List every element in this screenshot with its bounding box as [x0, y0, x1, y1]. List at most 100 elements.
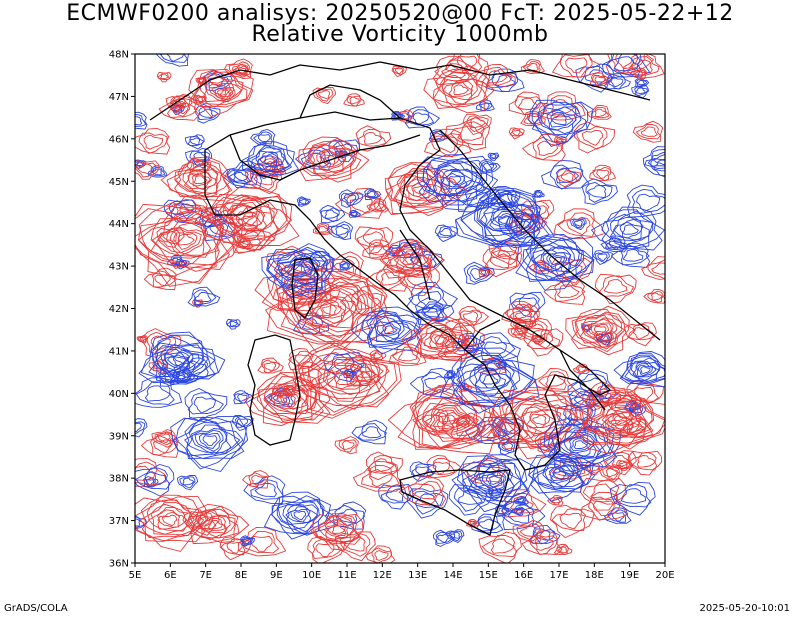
- negative-vorticity-contour: [366, 191, 377, 198]
- positive-vorticity-contour: [589, 164, 617, 182]
- positive-vorticity-contour: [320, 301, 342, 319]
- negative-vorticity-contour: [266, 246, 329, 294]
- negative-vorticity-contour: [468, 462, 522, 495]
- negative-vorticity-contour: [327, 353, 363, 375]
- positive-vorticity-contour: [191, 173, 211, 187]
- positive-vorticity-contour: [393, 250, 423, 269]
- negative-vorticity-contour: [635, 87, 646, 94]
- positive-vorticity-contour: [311, 144, 355, 174]
- negative-vorticity-contour: [542, 252, 568, 271]
- positive-vorticity-contour: [193, 175, 208, 185]
- negative-vorticity-contour: [631, 188, 665, 214]
- positive-vorticity-contour: [225, 204, 275, 240]
- positive-vorticity-contour: [587, 322, 612, 340]
- positive-vorticity-contour: [491, 389, 589, 459]
- positive-vorticity-contour: [310, 356, 381, 400]
- positive-vorticity-contour: [508, 127, 525, 140]
- positive-vorticity-contour: [177, 233, 196, 246]
- positive-vorticity-contour: [389, 246, 431, 272]
- negative-vorticity-contour: [155, 344, 205, 380]
- positive-vorticity-contour: [315, 224, 331, 234]
- negative-vorticity-contour: [613, 350, 665, 388]
- negative-vorticity-contour: [464, 188, 489, 206]
- positive-vorticity-contour: [257, 357, 284, 374]
- positive-vorticity-contour: [237, 526, 287, 557]
- negative-vorticity-contour: [456, 359, 515, 399]
- negative-vorticity-contour: [481, 470, 507, 490]
- positive-vorticity-contour: [254, 260, 336, 317]
- positive-vorticity-contour: [188, 69, 254, 118]
- negative-vorticity-contour: [415, 301, 448, 321]
- negative-vorticity-contour: [327, 221, 354, 241]
- lat-tick-label: 41N: [109, 346, 129, 357]
- lat-tick-label: 43N: [109, 262, 129, 273]
- positive-vorticity-contour: [314, 299, 346, 319]
- negative-vorticity-contour: [463, 261, 495, 285]
- negative-vorticity-contour: [515, 233, 595, 282]
- lat-tick-label: 38N: [109, 474, 129, 485]
- negative-vorticity-contour: [434, 224, 459, 243]
- negative-vorticity-contour: [152, 342, 208, 382]
- negative-vorticity-contour: [350, 306, 421, 352]
- positive-vorticity-contour: [311, 297, 347, 325]
- negative-vorticity-contour: [406, 281, 459, 314]
- negative-vorticity-contour: [462, 458, 529, 499]
- positive-vorticity-contour: [374, 550, 389, 561]
- negative-vorticity-contour: [537, 459, 584, 488]
- longitude-axis: 5E 6E 7E 8E 9E 10E 11E 12E 13E 14E 15E 16E 17E 18E 19E…: [129, 563, 675, 581]
- positive-vorticity-contour: [519, 525, 538, 538]
- positive-vorticity-contour: [593, 325, 607, 336]
- negative-vorticity-contour: [135, 422, 142, 432]
- positive-vorticity-contour: [381, 271, 402, 286]
- positive-vorticity-contour: [423, 65, 490, 114]
- positive-vorticity-contour: [596, 169, 609, 179]
- negative-vorticity-contour: [408, 285, 448, 310]
- negative-vorticity-contour: [595, 332, 613, 346]
- negative-vorticity-contour: [642, 146, 665, 169]
- lon-tick-label: 8E: [235, 570, 248, 581]
- positive-vorticity-contour: [179, 203, 201, 220]
- footer-timestamp: 2025-05-20-10:01: [699, 603, 790, 614]
- negative-vorticity-contour: [546, 253, 565, 268]
- negative-vorticity-contour: [339, 262, 351, 270]
- negative-vorticity-contour: [374, 320, 405, 343]
- positive-vorticity-contour: [582, 479, 620, 505]
- negative-vorticity-contour: [351, 419, 388, 445]
- positive-vorticity-contour: [264, 270, 387, 344]
- negative-vorticity-contour: [480, 102, 490, 110]
- negative-vorticity-contour: [416, 155, 494, 211]
- negative-vorticity-contour: [551, 426, 606, 468]
- positive-vorticity-contour: [432, 55, 481, 86]
- negative-vorticity-contour: [160, 54, 188, 63]
- negative-vorticity-contour: [182, 477, 195, 486]
- positive-vorticity-contour: [512, 519, 544, 545]
- negative-vorticity-contour: [194, 103, 221, 124]
- negative-vorticity-contour: [557, 431, 597, 458]
- negative-vorticity-contour: [464, 416, 511, 445]
- negative-vorticity-contour: [549, 255, 562, 266]
- positive-vorticity-contour: [388, 343, 427, 367]
- negative-vorticity-contour: [407, 109, 435, 126]
- positive-vorticity-contour: [434, 59, 470, 82]
- positive-vorticity-contour: [331, 525, 346, 534]
- positive-vorticity-contour: [175, 198, 209, 222]
- positive-vorticity-contour: [166, 226, 206, 257]
- negative-vorticity-contour: [366, 314, 413, 343]
- positive-vorticity-contour: [521, 133, 566, 162]
- positive-vorticity-contour: [522, 408, 556, 434]
- negative-vorticity-contour: [385, 488, 405, 502]
- positive-vorticity-contour: [601, 408, 635, 431]
- positive-vorticity-contour: [529, 534, 558, 555]
- negative-vorticity-contour: [522, 237, 583, 283]
- positive-vorticity-contour: [536, 140, 559, 156]
- positive-vorticity-contour: [152, 439, 172, 454]
- positive-vorticity-contour: [382, 162, 468, 215]
- negative-vorticity-contour: [168, 200, 194, 220]
- positive-vorticity-contour: [335, 373, 355, 386]
- positive-vorticity-contour: [593, 500, 615, 516]
- negative-vorticity-contour: [422, 157, 483, 203]
- negative-vorticity-contour: [443, 370, 458, 379]
- positive-vorticity-contour: [228, 61, 250, 78]
- positive-vorticity-contour: [484, 250, 518, 271]
- positive-vorticity-contour: [373, 352, 383, 359]
